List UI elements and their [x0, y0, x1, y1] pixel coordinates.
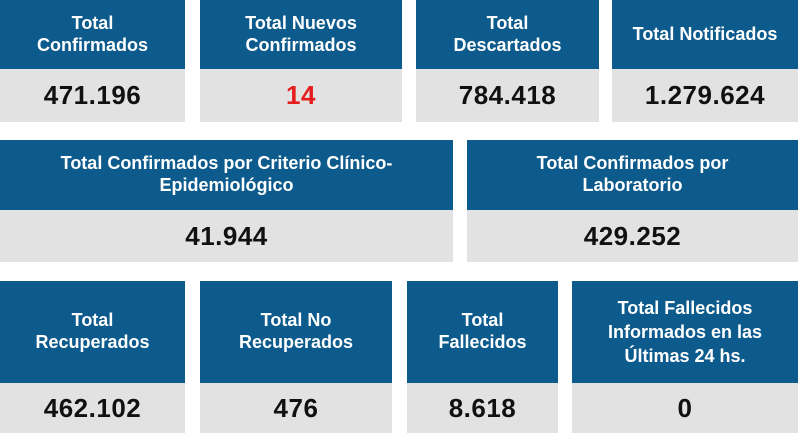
card-title-line: Total Notificados [632, 23, 778, 44]
card-value: 0 [572, 383, 798, 433]
card-header: Total Confirmados por Laboratorio [467, 140, 798, 210]
card-title-line: Fallecidos [438, 332, 527, 352]
card-header: Total No Recuperados [200, 281, 392, 383]
card-value: 1.279.624 [612, 69, 798, 122]
card-title-line: Recuperados [238, 332, 354, 352]
stat-card-total-nuevos-confirmados: Total Nuevos Confirmados 14 [200, 0, 402, 122]
card-title-line: Descartados [453, 34, 562, 55]
stat-card-total-descartados: Total Descartados 784.418 [416, 0, 599, 122]
card-title-line: Laboratorio [582, 175, 683, 195]
card-title-line: Total Confirmados por Criterio Clínico- [60, 153, 393, 174]
card-title-line: Recuperados [35, 332, 150, 352]
card-title-line: Epidemiológico [159, 175, 294, 195]
card-title-line: Total Nuevos [245, 12, 357, 33]
card-header: Total Nuevos Confirmados [200, 0, 402, 69]
card-value: 476 [200, 383, 392, 433]
stat-card-fallecidos-ultimas-24hs: Total Fallecidos Informados en las Últim… [572, 281, 798, 433]
card-value: 462.102 [0, 383, 185, 433]
stat-card-total-confirmados: Total Confirmados 471.196 [0, 0, 185, 122]
card-title-line: Informados en las [607, 321, 763, 342]
card-title-line: Total [461, 310, 504, 331]
card-value: 471.196 [0, 69, 185, 122]
card-title-line: Últimas 24 hs. [624, 346, 746, 367]
card-title-line: Total [486, 12, 529, 33]
card-title-line: Total Fallecidos [617, 297, 753, 318]
card-header: Total Recuperados [0, 281, 185, 383]
card-title-line: Total [71, 310, 114, 331]
card-title-line: Total Confirmados por [536, 153, 729, 174]
card-value: 8.618 [407, 383, 558, 433]
card-header: Total Fallecidos [407, 281, 558, 383]
card-header: Total Confirmados por Criterio Clínico- … [0, 140, 453, 210]
card-value: 784.418 [416, 69, 599, 122]
card-value: 14 [200, 69, 402, 122]
card-header: Total Fallecidos Informados en las Últim… [572, 281, 798, 383]
stat-card-total-notificados: Total Notificados 1.279.624 [612, 0, 798, 122]
card-value: 41.944 [0, 210, 453, 262]
card-title-line: Total No [260, 310, 332, 331]
stat-card-total-recuperados: Total Recuperados 462.102 [0, 281, 185, 433]
card-header: Total Descartados [416, 0, 599, 69]
card-header: Total Confirmados [0, 0, 185, 69]
card-header: Total Notificados [612, 0, 798, 69]
stat-card-total-no-recuperados: Total No Recuperados 476 [200, 281, 392, 433]
stat-card-total-fallecidos: Total Fallecidos 8.618 [407, 281, 558, 433]
card-value: 429.252 [467, 210, 798, 262]
card-title-line: Confirmados [245, 34, 357, 55]
stat-card-confirmados-laboratorio: Total Confirmados por Laboratorio 429.25… [467, 140, 798, 262]
card-title-line: Total [71, 12, 114, 33]
card-title-line: Confirmados [36, 34, 148, 55]
stat-card-confirmados-criterio-clinico: Total Confirmados por Criterio Clínico- … [0, 140, 453, 262]
